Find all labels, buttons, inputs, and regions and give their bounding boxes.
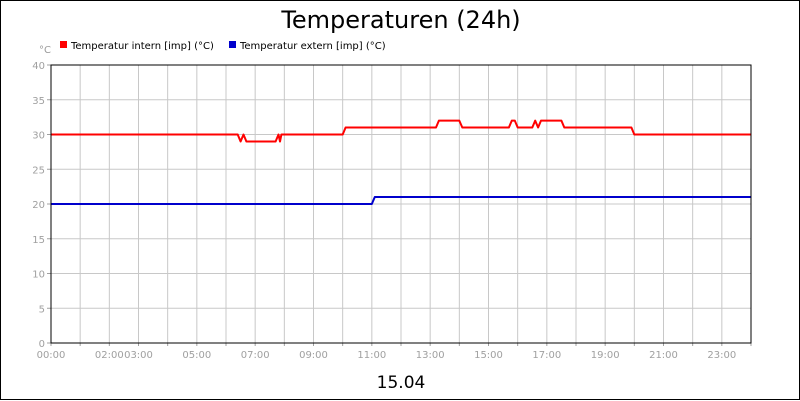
y-tick-label: 10 xyxy=(32,270,45,281)
x-tick-label: 15:00 xyxy=(474,350,503,361)
series-line-intern xyxy=(51,119,751,143)
chart-title: Temperaturen (24h) xyxy=(280,6,520,34)
legend: Temperatur intern [imp] (°C) Temperatur … xyxy=(60,41,386,52)
y-tick-label: 35 xyxy=(32,96,45,107)
y-axis-unit: °C xyxy=(39,45,51,56)
x-tick-label: 03:00 xyxy=(124,350,153,361)
y-tick-label: 15 xyxy=(32,235,45,246)
x-tick-label: 07:00 xyxy=(241,350,270,361)
y-tick-label: 20 xyxy=(32,200,45,211)
x-tick-label: 23:00 xyxy=(707,350,736,361)
x-tick-label: 00:00 xyxy=(37,350,66,361)
x-tick-label: 17:00 xyxy=(532,350,561,361)
x-tick-label: 13:00 xyxy=(416,350,445,361)
legend-label-intern: Temperatur intern [imp] (°C) xyxy=(70,41,214,52)
x-tick-label: 09:00 xyxy=(299,350,328,361)
y-tick-label: 40 xyxy=(32,61,45,72)
legend-swatch-extern xyxy=(229,41,236,48)
x-tick-label: 05:00 xyxy=(182,350,211,361)
x-tick-label: 21:00 xyxy=(649,350,678,361)
plot-area-border xyxy=(50,64,752,344)
x-axis-ticks: 00:00 02:00 03:00 05:00 07:00 09:00 11:00 13:00… xyxy=(37,343,752,361)
y-axis-ticks: 0 5 10 15 20 25 30 35 40 xyxy=(32,61,51,350)
x-tick-label: 02:00 xyxy=(95,350,124,361)
y-tick-label: 0 xyxy=(39,339,45,350)
date-label: 15.04 xyxy=(377,373,426,393)
x-tick-label: 19:00 xyxy=(591,350,620,361)
legend-swatch-intern xyxy=(60,41,67,48)
legend-label-extern: Temperatur extern [imp] (°C) xyxy=(239,41,386,52)
y-tick-label: 25 xyxy=(32,165,45,176)
y-tick-label: 30 xyxy=(32,131,45,142)
y-tick-label: 5 xyxy=(39,304,45,315)
x-tick-label: 11:00 xyxy=(357,350,386,361)
series-line-extern xyxy=(51,196,751,205)
series-layer xyxy=(51,119,751,205)
